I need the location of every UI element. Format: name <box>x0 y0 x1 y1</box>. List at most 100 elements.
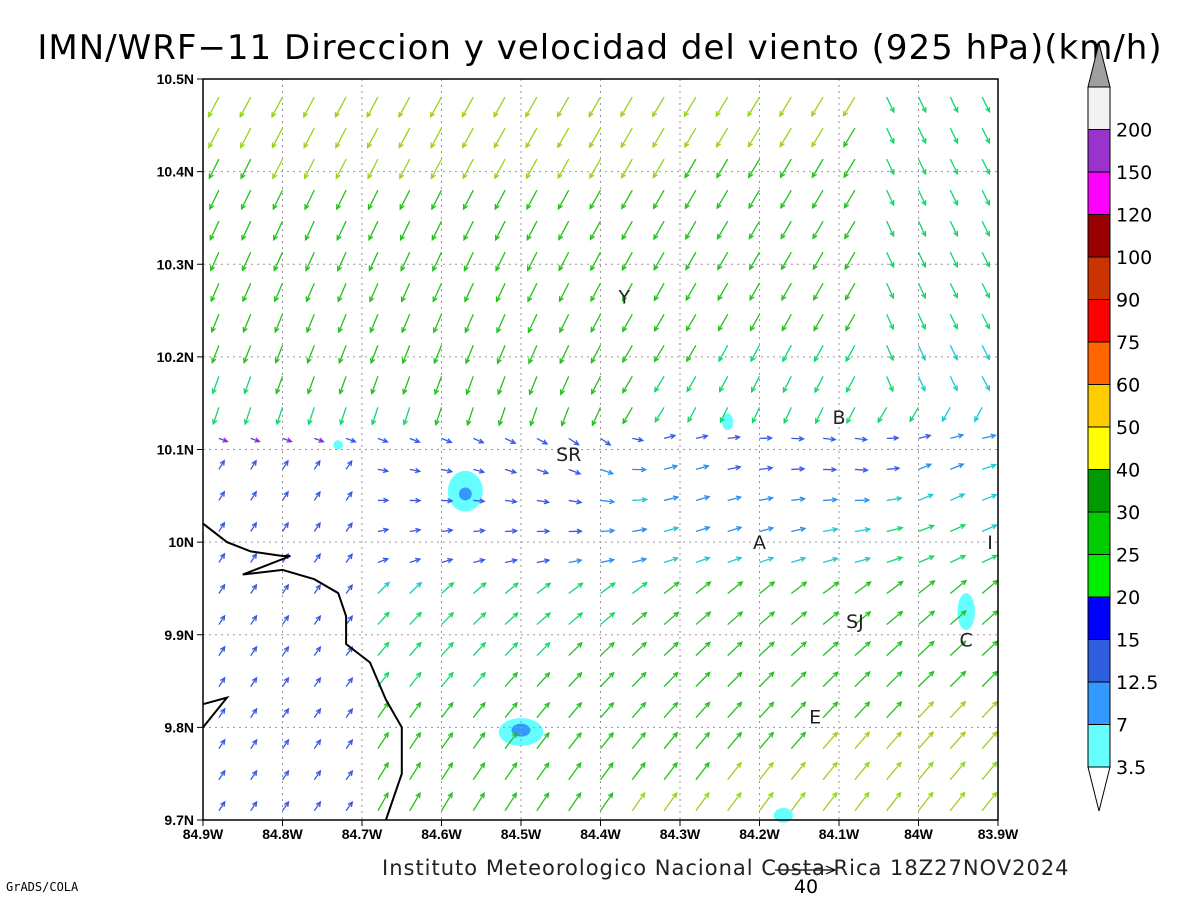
wind-vector <box>782 376 792 393</box>
wind-vector-head <box>209 234 215 242</box>
wind-vector <box>949 671 966 688</box>
wind-vector <box>505 499 517 503</box>
colorbar-box <box>1087 129 1111 173</box>
wind-vector-head <box>843 172 849 179</box>
wind-vector <box>472 582 486 595</box>
wind-vector-head <box>271 142 277 149</box>
wind-vector <box>663 557 678 564</box>
wind-vector <box>366 96 379 118</box>
wind-vector-head <box>511 498 518 505</box>
wind-vector-head <box>830 436 837 442</box>
wind-vector-head <box>368 234 374 242</box>
wind-vector <box>950 463 964 471</box>
wind-vector <box>886 701 902 719</box>
wind-vector <box>812 189 824 209</box>
wind-vector-head <box>544 612 551 618</box>
wind-vector-head <box>335 173 341 180</box>
colorbar-label: 25 <box>1116 545 1140 567</box>
wind-vector <box>716 189 729 209</box>
wind-vector <box>400 220 411 241</box>
wind-vector <box>780 189 792 209</box>
wind-vector <box>568 732 582 750</box>
wind-vector-head <box>984 385 991 392</box>
wind-vector-head <box>243 388 249 395</box>
wind-vector <box>783 407 792 424</box>
wind-vector-head <box>577 612 584 618</box>
wind-vector <box>653 220 665 240</box>
wind-vector-head <box>347 738 354 746</box>
wind-vector-head <box>219 552 226 559</box>
wind-vector-head <box>608 761 614 769</box>
colorbar-box <box>1087 724 1111 768</box>
wind-vector <box>621 220 633 240</box>
wind-vector <box>430 158 443 179</box>
wind-vector-head <box>985 199 991 207</box>
wind-vector <box>529 376 538 395</box>
wind-vector <box>950 434 964 440</box>
wind-vector-head <box>779 110 785 118</box>
wind-vector-head <box>800 761 806 768</box>
wind-vector <box>683 96 697 117</box>
wind-vector-head <box>921 230 927 238</box>
wind-vector-head <box>239 111 245 119</box>
wind-vector-head <box>431 204 437 211</box>
reference-vector-label: 40 <box>794 876 818 898</box>
wind-vector <box>684 127 697 148</box>
wind-vector <box>527 313 538 333</box>
wind-vector <box>409 792 421 812</box>
grads-credit: GrADS/COLA <box>6 880 79 894</box>
wind-vector <box>440 792 453 812</box>
wind-vector <box>336 189 347 210</box>
wind-vector-head <box>639 791 646 799</box>
wind-vector-head <box>339 419 345 426</box>
wind-vector-head <box>992 700 999 707</box>
wind-vector <box>812 251 824 270</box>
wind-vector <box>432 282 443 302</box>
wind-vector-head <box>767 556 775 562</box>
wind-vector-head <box>671 791 678 799</box>
wind-vector-head <box>750 386 757 394</box>
wind-vector-head <box>448 581 455 588</box>
wind-vector-head <box>889 169 895 176</box>
wind-vector-head <box>620 172 627 180</box>
wind-vector <box>822 732 838 750</box>
wind-vector-head <box>479 528 486 534</box>
wind-vector-head <box>384 581 391 588</box>
wind-vector <box>620 96 633 117</box>
wind-vector <box>845 376 856 393</box>
wind-vector-head <box>480 582 487 588</box>
wind-vector <box>281 491 289 501</box>
wind-vector-head <box>303 173 309 180</box>
wind-vector-head <box>347 615 354 622</box>
wind-vector-head <box>717 294 723 302</box>
wind-vector <box>918 580 935 595</box>
wind-vector <box>846 407 856 424</box>
colorbar-label: 12.5 <box>1116 672 1158 694</box>
wind-vector <box>313 646 321 656</box>
wind-vector-head <box>222 437 229 443</box>
wind-vector <box>718 344 729 362</box>
wind-vector-head <box>220 738 226 745</box>
wind-vector <box>981 127 991 144</box>
wind-vector-head <box>896 670 903 677</box>
wind-vector-head <box>984 261 991 269</box>
wind-vector <box>599 792 614 812</box>
wind-vector-head <box>414 438 421 444</box>
wind-vector <box>981 579 998 595</box>
wind-vector-head <box>416 581 423 588</box>
wind-vector-head <box>990 433 997 439</box>
wind-vector <box>402 345 411 364</box>
wind-vector <box>368 220 379 241</box>
colorbar-box <box>1087 171 1111 215</box>
wind-vector-head <box>400 234 406 242</box>
wind-vector <box>949 761 966 781</box>
wind-vector-head <box>889 107 895 114</box>
wind-vector-head <box>748 264 755 271</box>
lon-tick-label: 84.9W <box>183 826 224 842</box>
wind-vector <box>525 127 538 148</box>
wind-vector-head <box>959 524 967 530</box>
wind-vector-head <box>590 295 596 303</box>
wind-vector-head <box>684 172 690 179</box>
wind-vector <box>717 282 729 301</box>
wind-vector <box>747 127 761 147</box>
